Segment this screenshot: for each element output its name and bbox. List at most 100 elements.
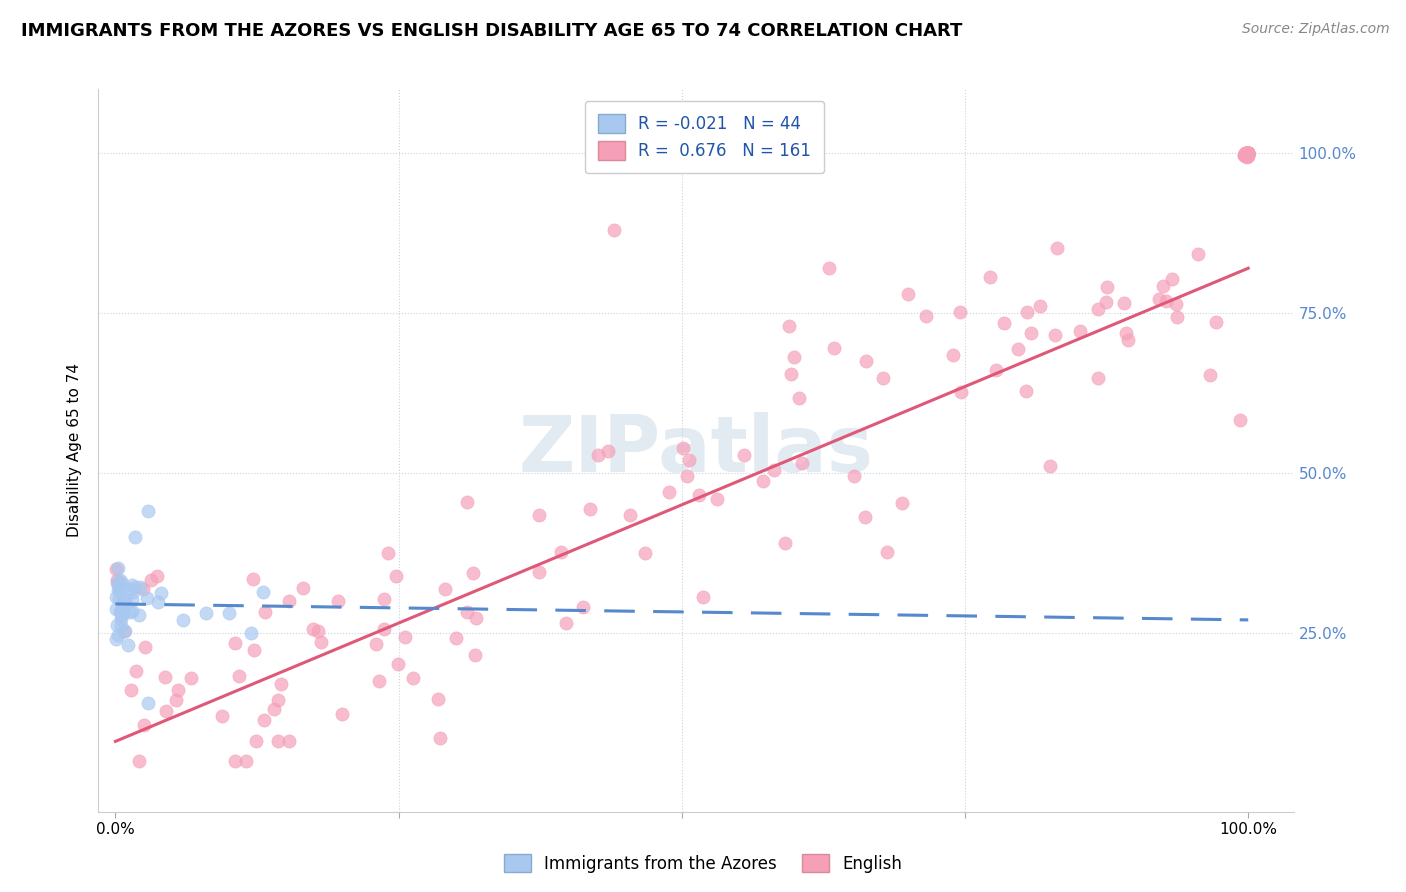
Point [110,605,132,619]
Point [377,545,399,559]
Point [1237,146,1260,161]
Point [1237,146,1260,161]
Point [263,702,285,716]
Point [1166,310,1188,325]
Point [778,319,800,334]
Point [1237,146,1260,161]
Point [1237,146,1260,161]
Point [688,488,710,502]
Point [107,580,129,594]
Point [790,457,813,471]
Point [787,392,810,406]
Point [243,642,266,657]
Point [1039,459,1062,474]
Point [105,590,128,604]
Point [270,677,292,691]
Text: IMMIGRANTS FROM THE AZORES VS ENGLISH DISABILITY AGE 65 TO 74 CORRELATION CHART: IMMIGRANTS FROM THE AZORES VS ENGLISH DI… [21,22,963,40]
Point [1237,147,1260,161]
Point [1015,305,1038,319]
Point [1234,146,1257,161]
Point [1237,147,1260,161]
Point [105,632,128,647]
Point [278,594,301,608]
Point [1236,148,1258,162]
Point [107,560,129,574]
Point [105,575,128,590]
Point [598,443,620,458]
Point [550,545,572,559]
Point [104,562,127,576]
Point [402,671,425,685]
Point [1236,146,1258,161]
Point [139,573,162,587]
Point [950,384,973,399]
Point [1237,146,1260,161]
Point [1069,324,1091,338]
Point [129,580,152,594]
Point [108,582,131,596]
Point [554,616,576,631]
Point [949,305,972,319]
Point [252,585,274,599]
Point [105,573,128,587]
Point [897,286,920,301]
Point [120,682,142,697]
Point [842,468,865,483]
Point [267,692,290,706]
Point [464,648,486,663]
Point [1154,293,1177,308]
Point [456,495,478,509]
Point [110,608,132,623]
Point [1237,146,1260,161]
Point [112,606,135,620]
Point [658,485,681,500]
Point [1234,148,1257,162]
Point [387,657,409,671]
Point [385,568,408,582]
Point [456,605,478,619]
Point [1236,146,1258,161]
Point [245,734,267,748]
Point [733,448,755,462]
Point [446,631,468,645]
Point [1237,146,1260,161]
Point [1187,247,1209,261]
Point [762,463,785,477]
Point [165,693,187,707]
Legend: R = -0.021   N = 44, R =  0.676   N = 161: R = -0.021 N = 44, R = 0.676 N = 161 [585,101,824,173]
Point [1043,328,1066,343]
Point [108,604,131,618]
Point [132,582,155,597]
Point [111,607,134,622]
Point [1234,146,1257,161]
Point [330,707,353,722]
Point [146,595,169,609]
Point [464,611,486,625]
Point [114,593,136,607]
Point [132,718,155,732]
Point [676,469,699,483]
Point [1234,149,1257,163]
Point [634,546,657,560]
Point [124,530,146,544]
Point [228,669,250,683]
Point [128,754,150,768]
Point [124,581,146,595]
Legend: Immigrants from the Azores, English: Immigrants from the Azores, English [498,847,908,880]
Point [195,606,218,620]
Point [136,696,159,710]
Point [326,594,349,608]
Point [121,593,143,607]
Point [619,508,641,522]
Point [180,671,202,685]
Point [120,605,142,619]
Point [110,612,132,626]
Point [1152,279,1174,293]
Point [941,348,963,362]
Point [586,448,609,462]
Point [1237,147,1260,161]
Point [855,354,877,368]
Point [224,636,246,650]
Point [979,269,1001,284]
Point [1205,315,1227,329]
